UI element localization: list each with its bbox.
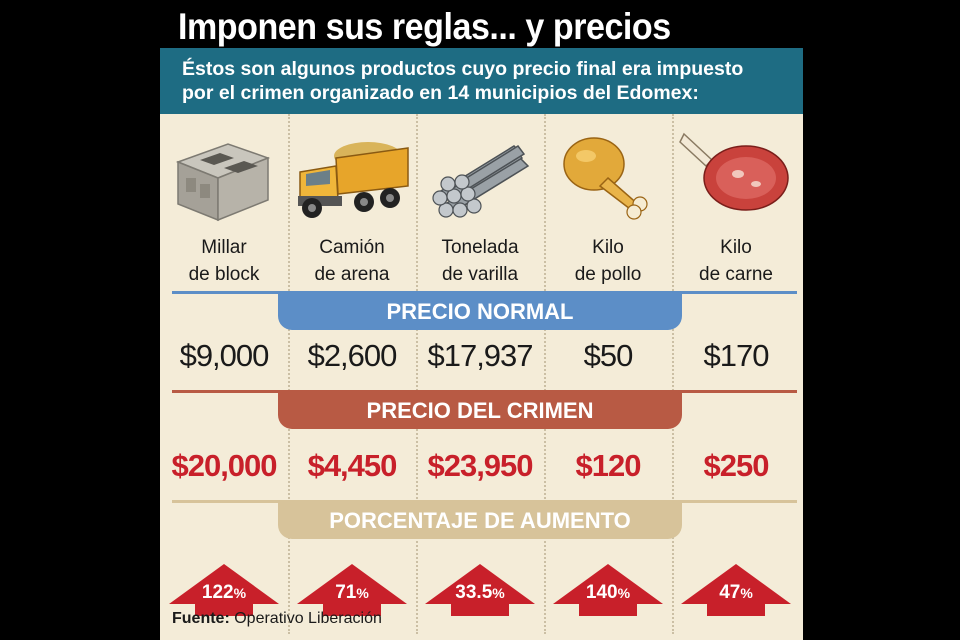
increase-value: 47 (719, 582, 741, 603)
steak-icon (676, 120, 796, 230)
normal-price: $50 (583, 338, 634, 373)
source-note: Fuente: Operativo Liberación (172, 610, 382, 628)
increase-value: 71 (335, 582, 357, 603)
product-rebar: Tonelada de varilla (416, 120, 544, 340)
normal-price: $170 (703, 338, 770, 373)
normal-price-rule (172, 291, 797, 294)
crime-price: $4,450 (307, 448, 398, 483)
crime-price-rule (172, 390, 797, 393)
column-separator (416, 114, 418, 634)
product-name-line: de carne (699, 264, 773, 285)
source-text: Operativo Liberación (234, 610, 382, 627)
percent-sign: % (233, 585, 247, 601)
crime-price: $23,950 (427, 448, 533, 483)
arrow-up-icon (553, 564, 663, 616)
subtitle-line-2: por el crimen organizado en 14 municipio… (182, 82, 699, 104)
product-name-line: Tonelada (441, 237, 519, 258)
product-name-line: de varilla (441, 264, 519, 285)
product-chicken: Kilo de pollo (544, 120, 672, 340)
arrow-up-icon (681, 564, 791, 616)
increase-arrow: 47% (681, 564, 791, 616)
percent-sign: % (492, 585, 505, 601)
rebar-stack-icon (420, 120, 540, 230)
arrow-up-icon (297, 564, 407, 616)
percent-sign: % (740, 585, 753, 601)
column-separator (288, 114, 290, 634)
increase-value: 33.5 (455, 582, 493, 603)
pct-rule (172, 500, 797, 503)
increase-arrow: 140% (553, 564, 663, 616)
crime-price: $250 (703, 448, 770, 483)
subtitle-line-1: Éstos son algunos productos cuyo precio … (182, 58, 744, 80)
normal-price: $9,000 (179, 338, 270, 373)
product-name-line: de block (188, 264, 260, 285)
product-name-line: Kilo (592, 237, 624, 258)
dump-truck-icon (292, 120, 412, 230)
infographic-title: Imponen sus reglas... y precios (178, 6, 671, 47)
product-name-line: de arena (314, 264, 390, 285)
increase-arrow: 33.5% (425, 564, 535, 616)
column-separator (672, 114, 674, 634)
product-steak: Kilo de carne (672, 120, 800, 340)
crime-price-band: PRECIO DEL CRIMEN (278, 393, 682, 429)
arrow-up-icon (169, 564, 279, 616)
normal-price-band: PRECIO NORMAL (278, 294, 682, 330)
product-name-line: Camión (319, 237, 385, 258)
percent-sign: % (356, 585, 369, 601)
column-separator (544, 114, 546, 634)
source-label: Fuente: (172, 610, 230, 627)
normal-price: $17,937 (427, 338, 533, 373)
crime-price: $20,000 (171, 448, 277, 483)
product-block: Millar de block (160, 120, 288, 340)
concrete-block-icon (164, 120, 284, 230)
pct-increase-band: PORCENTAJE DE AUMENTO (278, 503, 682, 539)
increase-value: 122 (201, 582, 234, 603)
increase-arrow: 71% (297, 564, 407, 616)
subtitle-box: Éstos son algunos productos cuyo precio … (160, 48, 803, 114)
product-name-line: de pollo (574, 264, 642, 285)
product-name-line: Kilo (720, 237, 752, 258)
infographic-panel: Éstos son algunos productos cuyo precio … (160, 48, 803, 640)
normal-price: $2,600 (307, 338, 398, 373)
increase-value: 140 (585, 582, 618, 603)
arrow-up-icon (425, 564, 535, 616)
chicken-leg-icon (548, 120, 668, 230)
percent-sign: % (617, 585, 631, 601)
increase-arrow: 122% (169, 564, 279, 616)
product-truck: Camión de arena (288, 120, 416, 340)
crime-price: $120 (575, 448, 642, 483)
product-name-line: Millar (201, 237, 247, 258)
